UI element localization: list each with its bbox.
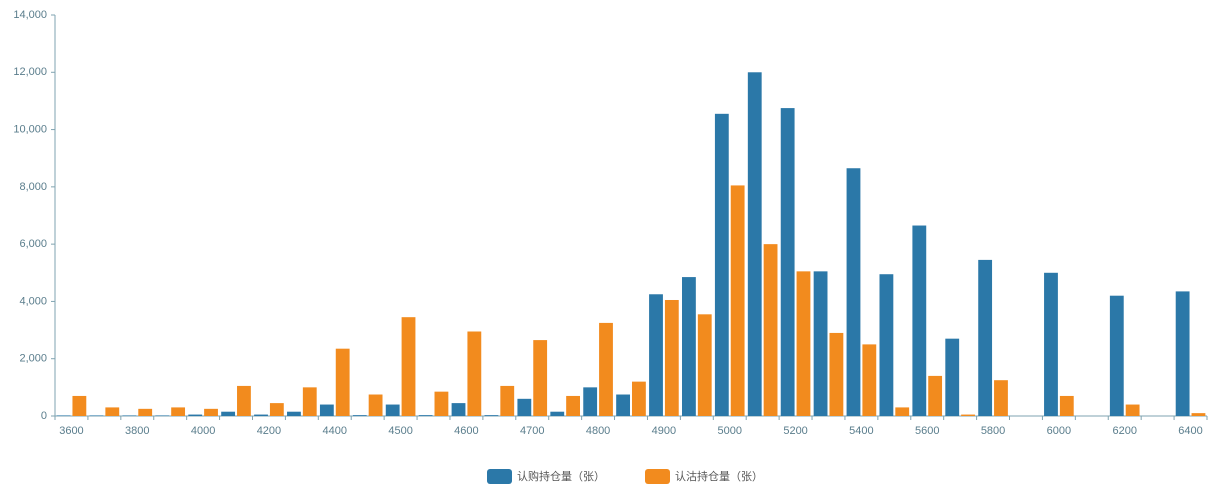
bar (1125, 404, 1140, 416)
y-tick-label: 0 (41, 410, 47, 422)
x-tick-label: 5400 (849, 425, 873, 437)
bar (204, 408, 218, 416)
bar (1044, 272, 1058, 416)
bar (928, 375, 943, 416)
x-tick-label: 5600 (915, 425, 939, 437)
x-tick-label: 4400 (323, 425, 347, 437)
bar (155, 415, 170, 416)
x-tick-label: 4200 (257, 425, 281, 437)
bar (221, 411, 236, 416)
bar (994, 380, 1008, 416)
bar (533, 340, 548, 416)
bar (500, 385, 515, 416)
legend-swatch (645, 469, 670, 484)
bar (813, 271, 828, 416)
bar (961, 414, 975, 416)
legend-label: 认购持仓量（张） (517, 469, 605, 483)
x-tick-label: 4500 (388, 425, 412, 437)
bar (385, 404, 400, 416)
bar (269, 403, 284, 416)
bar (978, 259, 993, 416)
bar (730, 185, 745, 416)
y-tick-label: 14,000 (13, 9, 47, 21)
bar (401, 317, 416, 416)
bar (879, 274, 894, 416)
x-tick-label: 4800 (586, 425, 610, 437)
bar (451, 403, 466, 416)
bar (1059, 395, 1074, 416)
bar (583, 387, 598, 416)
bar (616, 394, 630, 416)
bar (664, 299, 679, 416)
bar (796, 271, 811, 416)
bar (714, 113, 729, 416)
x-tick-label: 4900 (652, 425, 676, 437)
bar (697, 314, 712, 416)
x-tick-label: 3800 (125, 425, 149, 437)
bar (1175, 291, 1190, 416)
bar (287, 411, 301, 416)
legend-swatch (487, 469, 512, 484)
bar (368, 394, 383, 416)
x-tick-label: 4700 (520, 425, 544, 437)
bar (418, 415, 433, 416)
y-tick-label: 6,000 (19, 238, 47, 250)
bar (632, 381, 646, 416)
y-tick-label: 8,000 (19, 181, 47, 193)
bar (599, 322, 613, 416)
bar (912, 225, 927, 416)
bar (682, 277, 696, 416)
bar (747, 72, 762, 417)
y-tick-label: 4,000 (19, 295, 47, 307)
bar (1109, 295, 1124, 416)
bar (434, 391, 449, 416)
bar (302, 387, 317, 416)
bar (467, 331, 482, 416)
bar (1191, 413, 1206, 416)
bar (89, 415, 104, 416)
x-tick-label: 5800 (981, 425, 1005, 437)
bar (56, 415, 71, 416)
x-tick-label: 3600 (59, 425, 83, 437)
bar (895, 407, 910, 416)
bar (72, 395, 87, 416)
y-tick-label: 2,000 (19, 353, 47, 365)
bar (188, 414, 203, 416)
bar (171, 407, 186, 416)
bar (550, 411, 565, 416)
bar (335, 348, 350, 416)
bar (862, 344, 877, 416)
x-tick-label: 6000 (1047, 425, 1071, 437)
x-tick-label: 5000 (718, 425, 742, 437)
bar (122, 415, 137, 416)
bar (649, 294, 663, 416)
x-tick-label: 6400 (1178, 425, 1202, 437)
legend-label: 认沽持仓量（张） (675, 469, 763, 483)
bar (484, 415, 499, 416)
bar (254, 414, 268, 416)
bar (846, 168, 861, 416)
bar (945, 338, 960, 416)
x-tick-label: 5200 (783, 425, 807, 437)
x-tick-label: 4600 (454, 425, 478, 437)
bar (352, 415, 367, 416)
bar (319, 404, 334, 416)
x-tick-label: 6200 (1112, 425, 1136, 437)
x-tick-label: 4000 (191, 425, 215, 437)
y-tick-label: 10,000 (13, 123, 47, 135)
bar (237, 385, 251, 416)
y-tick-label: 12,000 (13, 66, 47, 78)
bar (566, 395, 580, 416)
bar (105, 407, 120, 416)
bar (829, 332, 844, 416)
bar (138, 408, 153, 416)
bar (763, 244, 778, 416)
bar (780, 108, 795, 416)
bar (517, 398, 532, 416)
